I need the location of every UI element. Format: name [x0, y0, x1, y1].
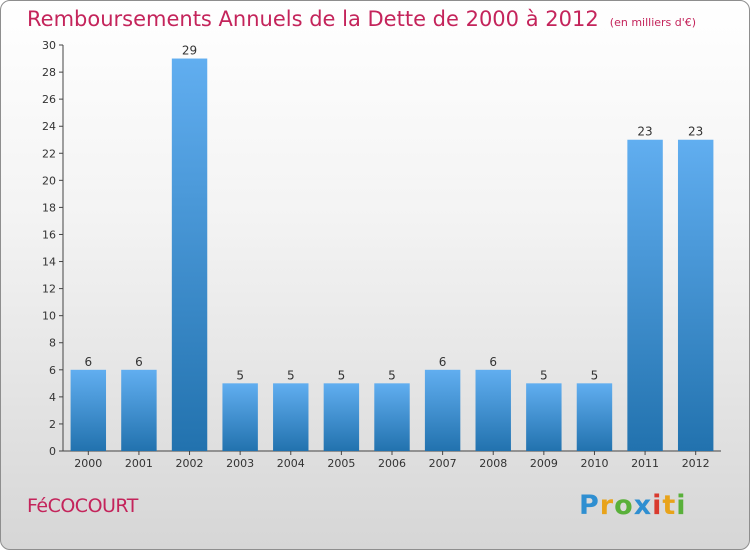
- data-label-2011: 23: [637, 125, 652, 139]
- x-tick-label-2012: 2012: [682, 457, 710, 470]
- data-label-2002: 29: [182, 44, 197, 58]
- bar-2008: [475, 369, 511, 451]
- x-tick-label-2001: 2001: [125, 457, 153, 470]
- y-tick-label: 28: [42, 66, 56, 79]
- commune-name: FéCOCOURT: [27, 495, 138, 517]
- logo-letter: i: [652, 490, 663, 521]
- logo-letter: o: [614, 490, 634, 521]
- y-tick-label: 0: [49, 445, 56, 458]
- chart-labels: 6 2000 6 2001 29 2002 5 2003 5 2004 5 2005 5 2006 6 200…: [74, 44, 709, 470]
- bar-2011: [627, 139, 663, 451]
- data-label-2007: 6: [439, 355, 447, 369]
- y-tick-label: 8: [49, 337, 56, 350]
- data-label-2001: 6: [135, 355, 143, 369]
- bar-2004: [273, 383, 309, 451]
- x-tick-label-2009: 2009: [530, 457, 558, 470]
- data-label-2000: 6: [84, 355, 92, 369]
- chart-title-block: Remboursements Annuels de la Dette de 20…: [27, 7, 696, 31]
- x-tick-label-2003: 2003: [226, 457, 254, 470]
- y-tick-label: 14: [42, 256, 56, 269]
- y-tick-label: 18: [42, 201, 56, 214]
- y-tick-label: 24: [42, 120, 56, 133]
- chart-title: Remboursements Annuels de la Dette de 20…: [27, 7, 599, 31]
- x-tick-label-2010: 2010: [580, 457, 608, 470]
- logo-letter: x: [633, 490, 653, 521]
- data-label-2009: 5: [540, 368, 548, 382]
- bar-2003: [222, 383, 258, 451]
- proxiti-logo: Proxiti: [579, 490, 687, 521]
- logo-letter: r: [599, 490, 615, 521]
- chart-unit: (en milliers d'€): [609, 16, 697, 29]
- x-tick-label-2005: 2005: [327, 457, 355, 470]
- bar-2002: [171, 58, 208, 452]
- y-tick-label: 30: [42, 39, 56, 52]
- logo-letter: t: [662, 490, 677, 521]
- logo-letter: P: [579, 490, 600, 521]
- y-tick-label: 6: [49, 364, 56, 377]
- bar-2009: [526, 383, 562, 451]
- bar-2007: [424, 369, 461, 451]
- y-tick-label: 4: [49, 391, 56, 404]
- logo-letter: i: [676, 490, 687, 521]
- y-tick-label: 10: [42, 310, 56, 323]
- data-label-2010: 5: [591, 368, 599, 382]
- data-label-2003: 5: [236, 368, 244, 382]
- y-tick-label: 16: [42, 228, 56, 241]
- x-tick-label-2011: 2011: [631, 457, 659, 470]
- bar-2001: [121, 369, 157, 451]
- data-label-2006: 5: [388, 368, 396, 382]
- data-label-2005: 5: [338, 368, 346, 382]
- data-label-2012: 23: [688, 125, 703, 139]
- x-tick-label-2002: 2002: [176, 457, 204, 470]
- x-tick-label-2000: 2000: [74, 457, 102, 470]
- y-tick-label: 20: [42, 174, 56, 187]
- data-label-2004: 5: [287, 368, 295, 382]
- x-tick-label-2006: 2006: [378, 457, 406, 470]
- bar-2000: [70, 369, 107, 451]
- bar-2006: [374, 383, 410, 451]
- x-tick-label-2008: 2008: [479, 457, 507, 470]
- chart-bars: [70, 58, 714, 452]
- bar-2012: [677, 139, 714, 451]
- y-tick-label: 2: [49, 418, 56, 431]
- bar-2005: [323, 383, 360, 451]
- y-tick-label: 22: [42, 147, 56, 160]
- x-tick-label-2007: 2007: [429, 457, 457, 470]
- y-tick-label: 12: [42, 283, 56, 296]
- x-tick-label-2004: 2004: [277, 457, 305, 470]
- y-tick-label: 26: [42, 93, 56, 106]
- data-label-2008: 6: [489, 355, 497, 369]
- bar-2010: [576, 383, 613, 451]
